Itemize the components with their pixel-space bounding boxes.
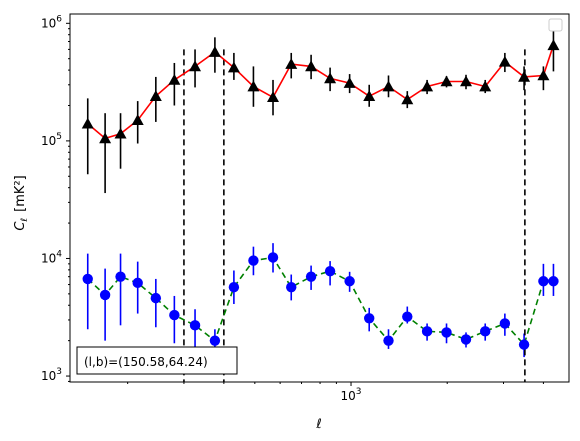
circle-marker xyxy=(460,334,472,345)
triangle-marker xyxy=(498,55,511,67)
x-axis-label: ℓ xyxy=(315,417,321,432)
circle-marker xyxy=(324,265,336,277)
triangle-marker xyxy=(131,114,144,125)
circle-marker xyxy=(248,255,259,266)
y-axis-label-main: C xyxy=(13,221,28,231)
circle-marker xyxy=(150,292,162,304)
triangle-marker xyxy=(421,80,434,92)
y-axis-label-unit: [mK²] xyxy=(13,175,28,212)
circle-marker xyxy=(305,271,317,282)
triangle-marker xyxy=(363,90,376,101)
circle-marker xyxy=(132,277,143,289)
circle-marker xyxy=(209,335,221,346)
circle-marker xyxy=(499,318,511,329)
triangle-marker xyxy=(382,80,395,92)
circle-marker xyxy=(548,276,559,287)
y-tick-label: 105 xyxy=(41,132,62,148)
circle-marker xyxy=(344,276,355,287)
triangle-marker xyxy=(440,75,453,87)
triangle-marker xyxy=(189,60,202,72)
circle-marker xyxy=(115,271,126,282)
circle-marker xyxy=(421,326,433,337)
circle-marker xyxy=(441,327,452,338)
circle-marker xyxy=(286,281,297,293)
triangle-marker xyxy=(547,39,560,51)
tick-labels: 103 104 105 106 103 xyxy=(41,14,362,403)
circle-marker xyxy=(518,339,530,350)
triangle-marker xyxy=(81,117,94,129)
triangle-marker xyxy=(460,75,473,87)
triangle-marker xyxy=(537,69,550,81)
triangle-marker xyxy=(479,80,492,92)
triangle-marker xyxy=(324,72,337,84)
series-line xyxy=(87,45,555,140)
marker-group xyxy=(81,39,560,350)
annotation-box: (l,b)=(150.58,64.24) xyxy=(76,346,238,375)
triangle-marker xyxy=(267,91,280,103)
y-axis-label: Cℓ [mK²] xyxy=(13,175,30,230)
error-bars-upper-series xyxy=(86,23,555,194)
triangle-marker xyxy=(114,127,127,139)
triangle-marker xyxy=(149,90,162,101)
circle-marker xyxy=(82,273,93,285)
svg-text:Cℓ[mK²]: Cℓ [mK²] xyxy=(13,175,30,230)
y-tick-label: 106 xyxy=(41,14,62,30)
triangle-marker xyxy=(285,58,298,69)
y-tick-label: 104 xyxy=(41,249,62,265)
circle-marker xyxy=(169,309,180,321)
x-tick-label: 103 xyxy=(341,387,362,403)
circle-marker xyxy=(228,281,240,293)
circle-marker xyxy=(538,276,549,287)
triangle-marker xyxy=(518,70,531,82)
triangle-marker xyxy=(343,77,356,88)
annotation-text: (l,b)=(150.58,64.24) xyxy=(84,355,208,369)
triangle-marker xyxy=(227,61,240,73)
circle-marker xyxy=(189,320,201,331)
triangle-marker xyxy=(305,60,318,72)
circle-marker xyxy=(383,335,394,346)
y-axis-label-sub: ℓ xyxy=(20,218,30,223)
triangle-marker xyxy=(168,73,181,85)
plot-frame xyxy=(69,13,570,383)
circle-marker xyxy=(402,311,413,322)
circle-marker xyxy=(364,313,375,324)
triangle-marker xyxy=(401,93,414,105)
vertical-reference-lines xyxy=(183,49,526,382)
circle-marker xyxy=(480,326,491,337)
axis-ticks xyxy=(66,22,544,386)
triangle-marker xyxy=(208,46,221,57)
triangle-marker xyxy=(247,80,260,92)
triangle-marker xyxy=(99,132,112,144)
circle-marker xyxy=(267,252,279,263)
circle-marker xyxy=(99,289,111,301)
y-tick-label: 103 xyxy=(41,367,62,383)
legend-box xyxy=(548,18,563,32)
